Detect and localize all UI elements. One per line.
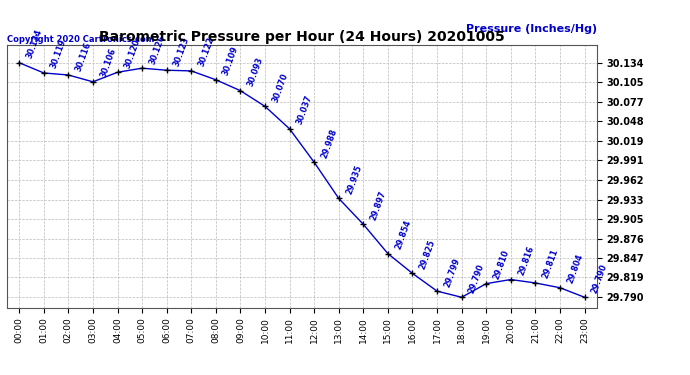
Text: 29.988: 29.988 — [319, 127, 339, 159]
Text: 29.825: 29.825 — [418, 238, 437, 271]
Text: 30.126: 30.126 — [148, 33, 166, 65]
Text: 29.935: 29.935 — [344, 164, 363, 196]
Text: Pressure (Inches/Hg): Pressure (Inches/Hg) — [466, 24, 597, 34]
Text: 30.119: 30.119 — [49, 38, 68, 70]
Text: 29.790: 29.790 — [590, 262, 609, 294]
Text: 30.037: 30.037 — [295, 94, 314, 126]
Text: 30.070: 30.070 — [270, 72, 290, 104]
Text: 29.816: 29.816 — [516, 244, 535, 277]
Text: 30.120: 30.120 — [123, 38, 142, 69]
Text: 30.109: 30.109 — [221, 45, 240, 77]
Text: 29.854: 29.854 — [393, 219, 413, 251]
Text: 30.134: 30.134 — [25, 28, 43, 60]
Text: Copyright 2020 Cartronics.com: Copyright 2020 Cartronics.com — [7, 34, 155, 44]
Text: 29.799: 29.799 — [442, 256, 462, 288]
Text: 30.093: 30.093 — [246, 56, 265, 88]
Text: 30.122: 30.122 — [197, 36, 216, 68]
Text: 30.116: 30.116 — [74, 40, 93, 72]
Text: 29.804: 29.804 — [566, 253, 584, 285]
Text: 29.897: 29.897 — [369, 189, 388, 222]
Text: 29.810: 29.810 — [492, 249, 511, 281]
Text: 30.123: 30.123 — [172, 36, 191, 68]
Text: 30.106: 30.106 — [99, 47, 117, 79]
Text: 29.811: 29.811 — [541, 248, 560, 280]
Text: 29.790: 29.790 — [467, 262, 486, 294]
Title: Barometric Pressure per Hour (24 Hours) 20201005: Barometric Pressure per Hour (24 Hours) … — [99, 30, 505, 44]
